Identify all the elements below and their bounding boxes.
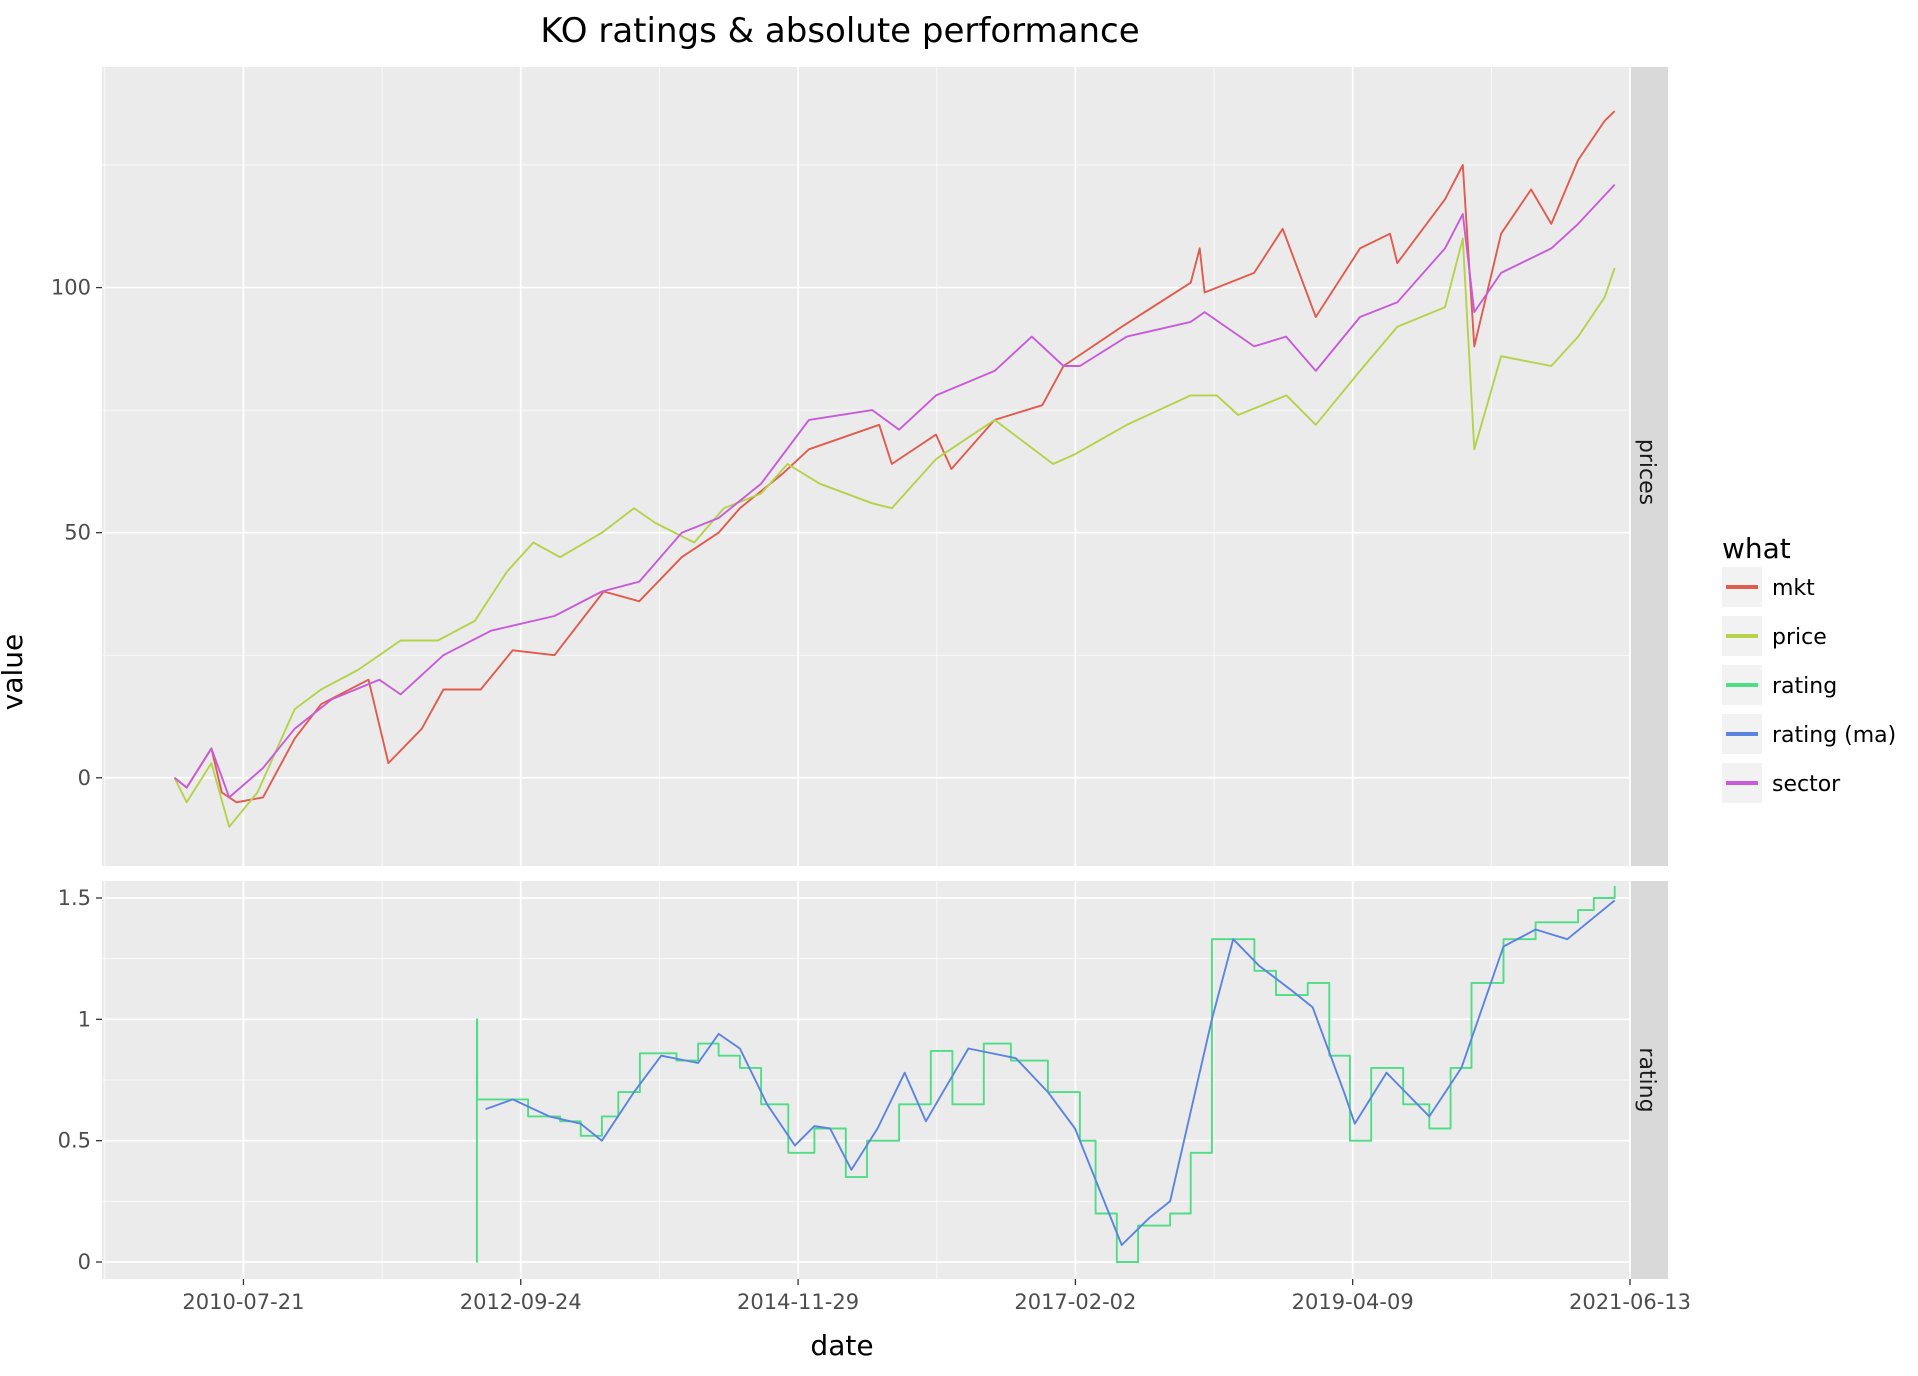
x-tick-label: 2010-07-21	[182, 1290, 304, 1314]
y-tick-label: 0	[78, 766, 91, 790]
series-line-mkt	[173, 110, 1616, 804]
rating-facet-strip	[1630, 881, 1668, 1279]
rating-facet-label: rating	[1634, 1047, 1659, 1112]
series-line-rating-ma	[485, 899, 1616, 1246]
x-tick-label: 2012-09-24	[460, 1290, 582, 1314]
prices-facet-label: prices	[1634, 439, 1659, 505]
x-tick-label: 2021-06-13	[1569, 1290, 1691, 1314]
chart-title: KO ratings & absolute performance	[540, 11, 1139, 51]
prices-panel	[102, 67, 1630, 866]
series-lines	[173, 110, 1616, 1263]
y-tick-label: 1.5	[58, 886, 91, 910]
y-tick-label: 0.5	[58, 1129, 91, 1153]
y-axis-title: value	[0, 634, 29, 710]
grid-lines	[102, 67, 1631, 1279]
legend-label-sector: sector	[1772, 772, 1841, 797]
legend-label-rating: rating	[1772, 674, 1837, 699]
prices-facet-strip	[1630, 67, 1668, 866]
series-line-price	[173, 237, 1616, 828]
y-tick-label: 0	[78, 1250, 91, 1274]
legend: mkt price rating rating (ma) sector	[1722, 567, 1896, 803]
x-tick-label: 2017-02-02	[1014, 1290, 1136, 1314]
legend-label-mkt: mkt	[1772, 576, 1815, 601]
axis-ticks: 0 50 100 0 0.5 1 1.5 2010-07-21 2012-09-24 2014-1…	[51, 276, 1691, 1314]
x-tick-label: 2019-04-09	[1292, 1290, 1414, 1314]
y-tick-label: 50	[64, 521, 91, 545]
y-tick-label: 1	[78, 1007, 91, 1031]
x-axis-title: date	[810, 1329, 873, 1362]
series-line-rating	[475, 885, 1616, 1263]
legend-title: what	[1722, 532, 1791, 565]
legend-label-rating-ma: rating (ma)	[1772, 723, 1896, 748]
x-tick-label: 2014-11-29	[737, 1290, 859, 1314]
series-line-sector	[173, 183, 1616, 799]
legend-label-price: price	[1772, 625, 1827, 650]
y-tick-label: 100	[51, 276, 91, 300]
